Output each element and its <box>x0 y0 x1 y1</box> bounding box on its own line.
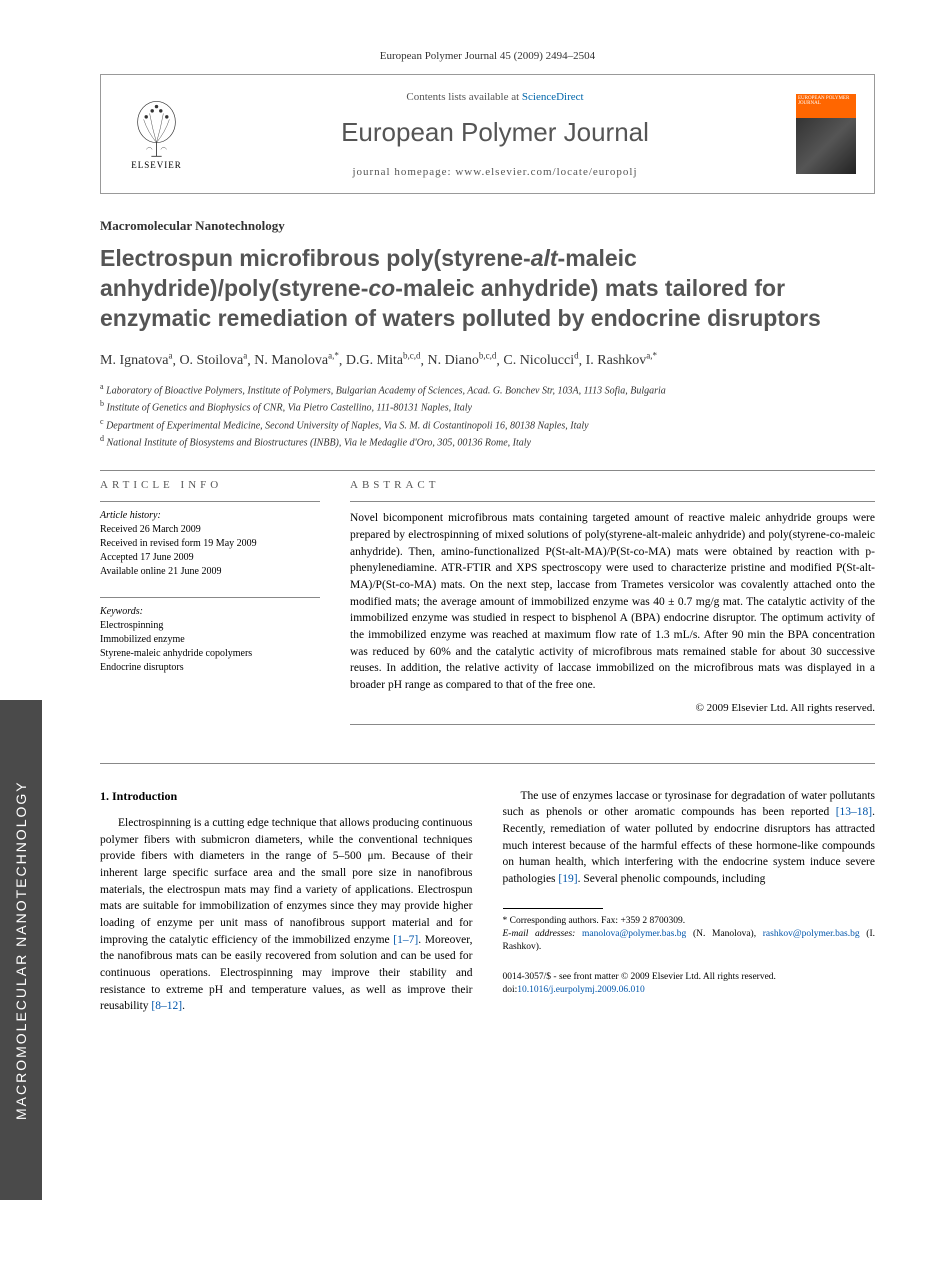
citation-link[interactable]: [13–18] <box>836 806 872 818</box>
email-link[interactable]: manolova@polymer.bas.bg <box>582 929 686 939</box>
body-paragraph: The use of enzymes laccase or tyrosinase… <box>503 788 876 888</box>
article-info-heading: ARTICLE INFO <box>100 479 320 491</box>
title-text: Electrospun microfibrous poly(styrene- <box>100 245 531 271</box>
divider <box>100 763 875 764</box>
citation-link[interactable]: [1–7] <box>393 934 418 946</box>
title-italic: co <box>368 275 395 301</box>
section-label: Macromolecular Nanotechnology <box>100 218 875 234</box>
history-item: Available online 21 June 2009 <box>100 565 320 579</box>
history-item: Received in revised form 19 May 2009 <box>100 537 320 551</box>
cover-image <box>796 118 856 174</box>
keyword: Immobilized enzyme <box>100 633 320 647</box>
contents-available-line: Contents lists available at ScienceDirec… <box>214 91 776 103</box>
author: N. Manolovaa,* <box>254 353 339 368</box>
info-abstract-row: ARTICLE INFO Article history: Received 2… <box>100 479 875 732</box>
email-note: E-mail addresses: manolova@polymer.bas.b… <box>503 928 876 955</box>
divider <box>100 470 875 471</box>
section-heading: 1. Introduction <box>100 788 473 805</box>
author: M. Ignatovaa <box>100 353 172 368</box>
divider <box>350 501 875 502</box>
elsevier-text: ELSEVIER <box>131 160 182 170</box>
body-paragraph: Electrospinning is a cutting edge techni… <box>100 815 473 1015</box>
header-citation: European Polymer Journal 45 (2009) 2494–… <box>100 50 875 62</box>
doi-prefix: doi: <box>503 985 518 995</box>
affiliation: c Department of Experimental Medicine, S… <box>100 416 875 433</box>
divider <box>100 597 320 598</box>
email-link[interactable]: rashkov@polymer.bas.bg <box>763 929 860 939</box>
author: D.G. Mitab,c,d <box>346 353 421 368</box>
author: O. Stoilovaa <box>179 353 247 368</box>
journal-name: European Polymer Journal <box>214 117 776 148</box>
affiliation: a Laboratory of Bioactive Polymers, Inst… <box>100 381 875 398</box>
keyword: Electrospinning <box>100 619 320 633</box>
affiliation: b Institute of Genetics and Biophysics o… <box>100 398 875 415</box>
email-label: E-mail addresses: <box>503 929 583 939</box>
abstract-text: Novel bicomponent microfibrous mats cont… <box>350 510 875 693</box>
authors-list: M. Ignatovaa, O. Stoilovaa, N. Manolovaa… <box>100 350 875 371</box>
author: I. Rashkova,* <box>586 353 657 368</box>
doi-link[interactable]: 10.1016/j.eurpolymj.2009.06.010 <box>517 985 644 995</box>
history-heading: Article history: <box>100 510 320 521</box>
footer-info: 0014-3057/$ - see front matter © 2009 El… <box>503 971 876 998</box>
author: N. Dianob,c,d <box>428 353 497 368</box>
footnotes: * Corresponding authors. Fax: +359 2 870… <box>503 915 876 955</box>
divider <box>350 724 875 725</box>
keyword: Endocrine disruptors <box>100 661 320 675</box>
author: C. Nicoluccid <box>503 353 578 368</box>
journal-homepage-line: journal homepage: www.elsevier.com/locat… <box>214 166 776 178</box>
side-tab-label: MACROMOLECULAR NANOTECHNOLOGY <box>0 700 42 1200</box>
body-columns: 1. Introduction Electrospinning is a cut… <box>100 788 875 1015</box>
journal-cover-thumbnail: EUROPEAN POLYMER JOURNAL <box>796 94 856 174</box>
footnote-divider <box>503 908 603 909</box>
keyword: Styrene-maleic anhydride copolymers <box>100 647 320 661</box>
homepage-url: www.elsevier.com/locate/europolj <box>455 166 637 178</box>
elsevier-tree-icon <box>129 98 184 158</box>
journal-header-box: ELSEVIER Contents lists available at Sci… <box>100 74 875 194</box>
citation-link[interactable]: [8–12] <box>151 1000 182 1012</box>
history-item: Received 26 March 2009 <box>100 523 320 537</box>
email-name: (N. Manolova), <box>686 929 762 939</box>
contents-prefix: Contents lists available at <box>406 91 521 103</box>
divider <box>100 501 320 502</box>
cover-title: EUROPEAN POLYMER JOURNAL <box>796 94 856 118</box>
affiliation: d National Institute of Biosystems and B… <box>100 433 875 450</box>
abstract-copyright: © 2009 Elsevier Ltd. All rights reserved… <box>350 702 875 714</box>
abstract-heading: ABSTRACT <box>350 479 875 491</box>
front-matter-line: 0014-3057/$ - see front matter © 2009 El… <box>503 971 876 984</box>
article-title: Electrospun microfibrous poly(styrene-al… <box>100 244 875 334</box>
citation-link[interactable]: [19] <box>558 873 577 885</box>
sciencedirect-link[interactable]: ScienceDirect <box>522 91 584 103</box>
history-item: Accepted 17 June 2009 <box>100 551 320 565</box>
keywords-heading: Keywords: <box>100 606 320 617</box>
article-info-column: ARTICLE INFO Article history: Received 2… <box>100 479 320 732</box>
abstract-column: ABSTRACT Novel bicomponent microfibrous … <box>350 479 875 732</box>
title-italic: alt <box>531 245 558 271</box>
elsevier-logo: ELSEVIER <box>119 89 194 179</box>
journal-center: Contents lists available at ScienceDirec… <box>214 91 776 178</box>
doi-line: doi:10.1016/j.eurpolymj.2009.06.010 <box>503 984 876 997</box>
affiliations: a Laboratory of Bioactive Polymers, Inst… <box>100 381 875 450</box>
homepage-prefix: journal homepage: <box>352 166 455 178</box>
corresponding-author-note: * Corresponding authors. Fax: +359 2 870… <box>503 915 876 928</box>
